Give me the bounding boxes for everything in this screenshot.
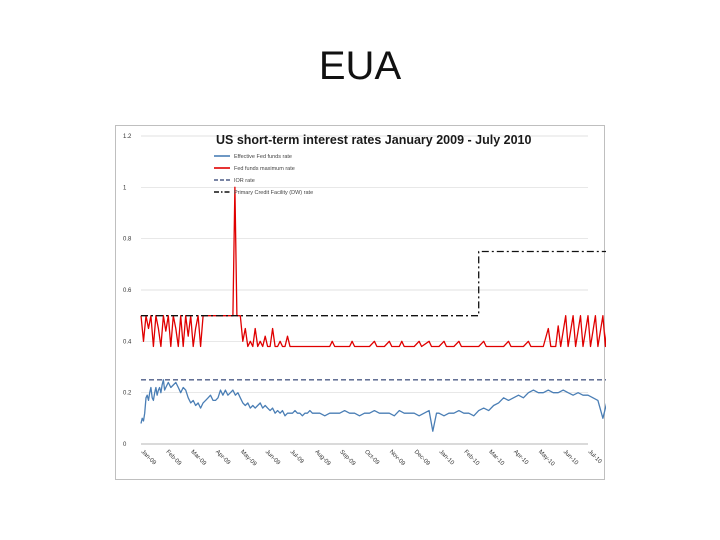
y-tick-label: 1.2	[123, 134, 132, 140]
x-tick-label: May-10	[537, 449, 556, 468]
y-tick-label: 0.8	[123, 237, 132, 243]
legend: Effective Fed funds rate Fed funds maximu…	[214, 154, 313, 196]
legend-label: IOR rate	[234, 178, 255, 184]
y-tick-label: 0	[123, 442, 127, 448]
y-axis-tick-labels: 0 0.2 0.4 0.6 0.8 1 1.2	[123, 134, 132, 448]
x-tick-label: Feb-10	[462, 449, 480, 467]
x-tick-label: Oct-09	[363, 449, 380, 466]
legend-label: Effective Fed funds rate	[234, 154, 292, 160]
y-tick-label: 1	[123, 185, 127, 191]
x-tick-label: Sep-09	[338, 449, 356, 467]
x-tick-label: Jan-09	[140, 449, 158, 467]
x-tick-label: Feb-09	[164, 449, 182, 467]
series-line-effective-fed-funds-rate	[140, 379, 606, 432]
x-tick-label: Mar-10	[487, 449, 505, 467]
x-tick-label: Jul-10	[587, 449, 603, 465]
series-line-primary-credit-facility-dw-rate	[141, 250, 606, 317]
x-tick-label: Jun-10	[562, 449, 580, 467]
chart-title: US short-term interest rates January 200…	[216, 133, 531, 147]
slide-title: EUA	[318, 44, 402, 88]
x-tick-label: Jan-10	[438, 449, 456, 467]
x-tick-label: Jun-09	[264, 449, 282, 467]
x-tick-label: Aug-09	[313, 449, 331, 467]
y-tick-label: 0.2	[123, 391, 132, 397]
series-line-fed-funds-maximum-rate	[140, 186, 606, 348]
gridlines	[141, 135, 588, 445]
legend-label: Fed funds maximum rate	[234, 166, 295, 172]
x-tick-label: Apr-09	[214, 449, 231, 466]
x-tick-label: Mar-09	[189, 449, 207, 467]
chart-frame: 0 0.2 0.4 0.6 0.8 1 1.2 Jan-09 Feb-09 Mar-09 Apr-…	[115, 125, 606, 480]
y-tick-label: 0.4	[123, 339, 132, 345]
series-lines	[140, 186, 606, 432]
x-tick-label: Nov-09	[388, 449, 406, 467]
chart-svg: 0 0.2 0.4 0.6 0.8 1 1.2 Jan-09 Feb-09 Mar-09 Apr-…	[123, 133, 606, 468]
x-tick-label: Jul-09	[289, 449, 305, 465]
x-tick-label: May-09	[239, 449, 258, 468]
x-tick-label: Dec-09	[413, 449, 431, 467]
x-axis-tick-labels: Jan-09 Feb-09 Mar-09 Apr-09 May-09 Jun-09 Jul-…	[140, 449, 603, 468]
legend-label: Primary Credit Facility (DW) rate	[234, 190, 313, 196]
y-tick-label: 0.6	[123, 288, 132, 294]
x-tick-label: Apr-10	[512, 449, 529, 466]
